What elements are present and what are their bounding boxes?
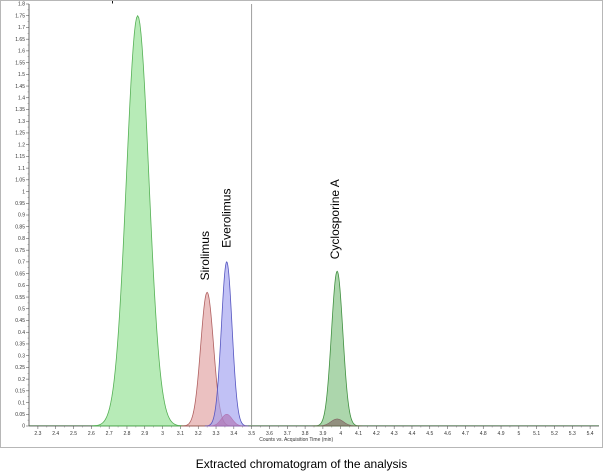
y-tick-label: 0 [22,424,25,430]
x-tick-label: 2.9 [141,431,148,437]
x-tick-label: 2.4 [52,431,59,437]
y-tick-label: 1.65 [15,37,25,43]
x-tick-label: 2.6 [88,431,95,437]
y-tick-label: 1.45 [15,84,25,90]
figure-caption: Extracted chromatogram of the analysis [195,457,408,471]
y-tick-label: 1.25 [15,131,25,137]
x-tick-label: 5.3 [569,431,576,437]
minor-peak [205,413,249,427]
y-tick-label: 0.1 [18,400,25,406]
y-tick-label: 0.65 [15,271,25,277]
x-tick-label: 3.7 [284,431,291,437]
x-tick-label: 4.9 [498,431,505,437]
x-tick-label: 3.8 [302,431,309,437]
y-tick-label: 0.9 [18,213,25,219]
chart-frame: 0 0.05 0.1 0.15 0.2 0.25 0.3 0.35 0.4 0.45 0.5 0.55… [0,0,603,448]
y-tick-label: 0.75 [15,248,25,254]
peak-label-sirolimus: Sirolimus [198,231,212,280]
peak-label-cyclosporine-a: Cyclosporine A [328,179,342,259]
y-tick-label: 1.75 [15,13,25,19]
x-tick-label: 5.2 [551,431,558,437]
y-tick-label: 0.55 [15,295,25,301]
peak-tacrolimus [92,14,183,427]
y-tick-label: 0.25 [15,365,25,371]
x-tick-label: 5.4 [587,431,594,437]
y-tick-label: 0.7 [18,260,25,266]
y-tick-label: 1.6 [18,49,25,55]
chromatogram-chart: 0 0.05 0.1 0.15 0.2 0.25 0.3 0.35 0.4 0.45 0.5 0.55… [15,1,599,443]
y-tick-label: 0.05 [15,412,25,418]
chart-labels: Tacrolimus Sirolimus Everolimus Cyclosporin… [110,1,343,280]
x-tick-label: 3.2 [195,431,202,437]
x-tick-label: 4.1 [355,431,362,437]
x-tick-label: 3 [161,431,164,437]
y-tick-label: 1.15 [15,154,25,160]
x-tick-label: 4.8 [480,431,487,437]
y-tick-label: 0.2 [18,377,25,383]
x-tick-label: 3.3 [213,431,220,437]
x-tick-label: 5.1 [533,431,540,437]
x-tick-label: 3.6 [266,431,273,437]
minor-peak [312,418,363,427]
peak-label-everolimus: Everolimus [220,189,234,248]
y-tick-label: 0.5 [18,306,25,312]
y-tick-label: 1.4 [18,95,25,101]
x-tick-label: 2.7 [106,431,113,437]
peak-everolimus [204,261,249,427]
y-tick-label: 1.3 [18,119,25,125]
x-tick-label: 4.5 [426,431,433,437]
peak-cyclosporine-a [313,270,361,427]
x-tick-label: 3.1 [177,431,184,437]
x-tick-label: 2.5 [70,431,77,437]
x-tick-label: 2.8 [123,431,130,437]
y-tick-label: 0.95 [15,201,25,207]
x-tick-label: 4 [339,431,342,437]
y-tick-label: 1.5 [18,72,25,78]
y-tick-label: 1.55 [15,60,25,66]
x-tick-label: 5 [517,431,520,437]
x-tick-label: 3.5 [248,431,255,437]
chart-axes: 0 0.05 0.1 0.15 0.2 0.25 0.3 0.35 0.4 0.45 0.5 0.55… [15,2,599,443]
y-tick-label: 1.7 [18,25,25,31]
y-tick-label: 1.8 [18,2,25,8]
y-tick-label: 0.15 [15,389,25,395]
y-tick-label: 1.35 [15,107,25,113]
y-tick-label: 1.05 [15,178,25,184]
x-tick-label: 4.6 [444,431,451,437]
y-tick-label: 0.85 [15,224,25,230]
x-tick-label: 2.3 [34,431,41,437]
y-tick-label: 0.35 [15,342,25,348]
x-tick-label: 3.4 [230,431,237,437]
y-tick-label: 1.1 [18,166,25,172]
y-tick-label: 0.6 [18,283,25,289]
x-tick-label: 3.9 [319,431,326,437]
y-tick-label: 0.45 [15,318,25,324]
y-tick-label: 1.2 [18,142,25,148]
x-tick-label: 4.3 [391,431,398,437]
peak-label-tacrolimus: Tacrolimus [110,1,124,4]
chart-peaks [92,14,363,427]
x-tick-label: 4.4 [408,431,415,437]
y-tick-label: 0.3 [18,353,25,359]
y-tick-label: 0.8 [18,236,25,242]
y-tick-label: 0.4 [18,330,25,336]
y-tick-label: 1 [22,189,25,195]
x-axis-label: Counts vs. Acquisition Time (min) [259,437,333,443]
x-tick-label: 4.2 [373,431,380,437]
x-tick-label: 4.7 [462,431,469,437]
